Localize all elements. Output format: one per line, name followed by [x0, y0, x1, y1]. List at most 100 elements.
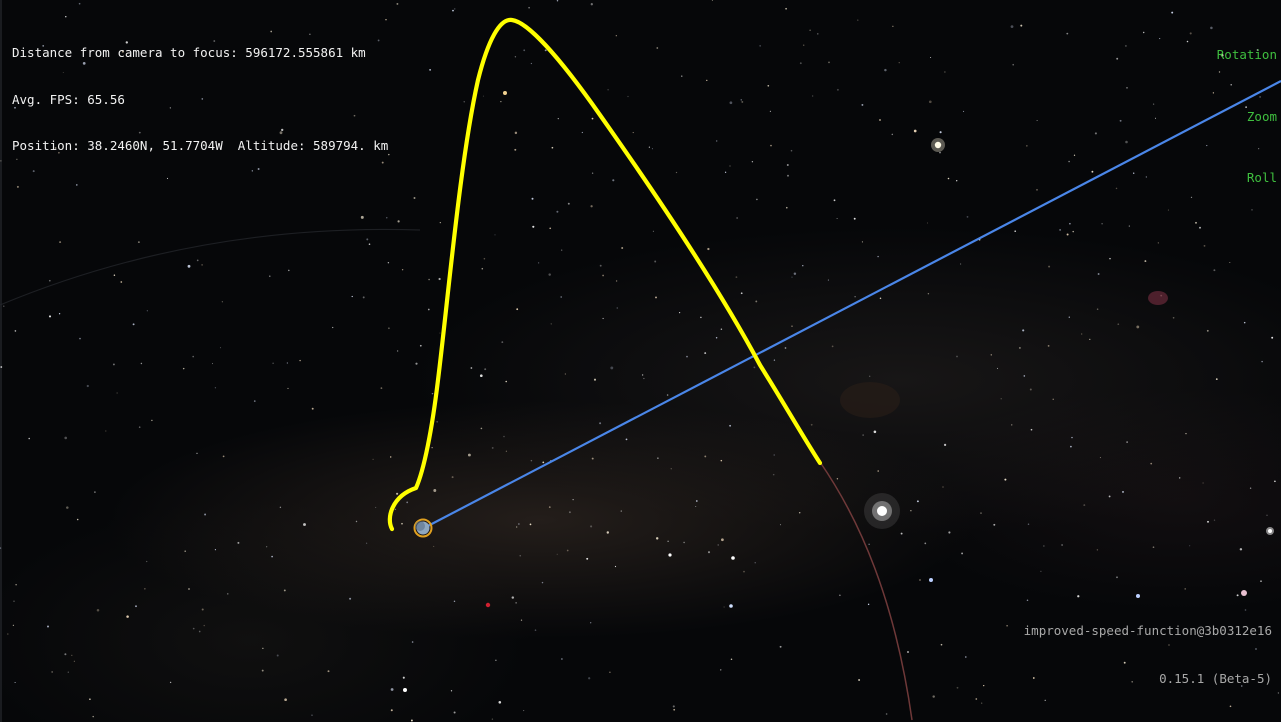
star — [1094, 132, 1097, 135]
star — [66, 506, 69, 509]
star — [431, 392, 434, 395]
star — [655, 296, 657, 299]
star — [787, 174, 789, 177]
star — [755, 300, 758, 303]
star — [514, 56, 517, 58]
star — [1189, 32, 1192, 35]
star — [1227, 678, 1229, 681]
star — [602, 317, 604, 320]
star — [401, 522, 403, 525]
star — [1044, 699, 1046, 701]
star — [1091, 170, 1094, 173]
star — [809, 29, 811, 31]
star — [1099, 457, 1101, 459]
star — [92, 715, 94, 718]
star — [14, 681, 16, 684]
star — [15, 584, 17, 586]
star — [706, 79, 708, 82]
spacecraft-trajectory[interactable] — [387, 17, 823, 532]
star — [1230, 83, 1232, 86]
star — [648, 146, 651, 148]
star — [1119, 119, 1122, 122]
star — [591, 457, 594, 460]
star — [192, 355, 194, 358]
star — [368, 243, 371, 245]
star — [518, 523, 520, 525]
star — [73, 660, 75, 662]
star — [1096, 308, 1099, 310]
star — [652, 230, 654, 232]
star — [1116, 576, 1118, 579]
star — [1128, 225, 1130, 227]
star — [907, 651, 909, 653]
star — [144, 588, 146, 590]
star — [169, 107, 171, 109]
navigation-controls[interactable]: Rotation Zoom Roll — [1217, 4, 1277, 230]
star — [779, 524, 782, 526]
star — [0, 547, 2, 549]
star — [1126, 441, 1128, 443]
star — [198, 630, 201, 633]
star — [94, 491, 96, 493]
focus-planet[interactable] — [413, 518, 433, 538]
star — [1186, 40, 1189, 43]
star — [1036, 189, 1038, 191]
star — [482, 95, 484, 97]
star — [939, 151, 941, 154]
star — [453, 8, 456, 10]
star — [463, 101, 465, 103]
star — [523, 49, 526, 52]
zoom-control[interactable]: Zoom — [1246, 108, 1277, 124]
star — [1236, 594, 1239, 597]
star — [720, 328, 723, 331]
star — [564, 373, 566, 375]
star — [12, 624, 15, 626]
star — [116, 392, 118, 394]
star — [1259, 95, 1262, 98]
star — [857, 19, 859, 21]
star — [287, 387, 289, 389]
star — [729, 424, 732, 427]
star — [192, 627, 195, 630]
star — [48, 315, 52, 318]
star — [204, 513, 207, 516]
star — [386, 217, 388, 219]
star — [854, 296, 856, 298]
star — [1220, 53, 1224, 57]
star — [990, 354, 993, 356]
rotation-control[interactable]: Rotation — [1216, 47, 1277, 62]
roll-control[interactable]: Roll — [1246, 170, 1277, 185]
star — [86, 384, 89, 388]
star — [89, 698, 91, 701]
star — [767, 84, 770, 87]
star — [1006, 624, 1008, 627]
star — [632, 132, 634, 134]
star — [566, 549, 569, 552]
star — [770, 144, 772, 147]
star — [609, 671, 611, 673]
star — [785, 7, 787, 10]
star — [353, 114, 356, 117]
release-label: 0.15.1 (Beta-5) — [1159, 671, 1272, 686]
star — [279, 506, 282, 509]
star — [1012, 63, 1014, 66]
star — [956, 686, 959, 689]
star — [707, 247, 710, 251]
star — [1066, 233, 1069, 236]
star — [436, 420, 439, 423]
star — [385, 19, 387, 21]
star — [724, 171, 727, 173]
star — [625, 438, 628, 441]
star — [32, 170, 35, 173]
star — [798, 512, 801, 514]
star — [1179, 477, 1181, 479]
star — [113, 274, 116, 277]
focus-ring — [413, 518, 433, 538]
star — [1018, 346, 1021, 349]
star — [410, 719, 413, 722]
dark-nebula — [840, 382, 900, 418]
planet-shadow — [415, 521, 425, 531]
star — [309, 33, 311, 35]
